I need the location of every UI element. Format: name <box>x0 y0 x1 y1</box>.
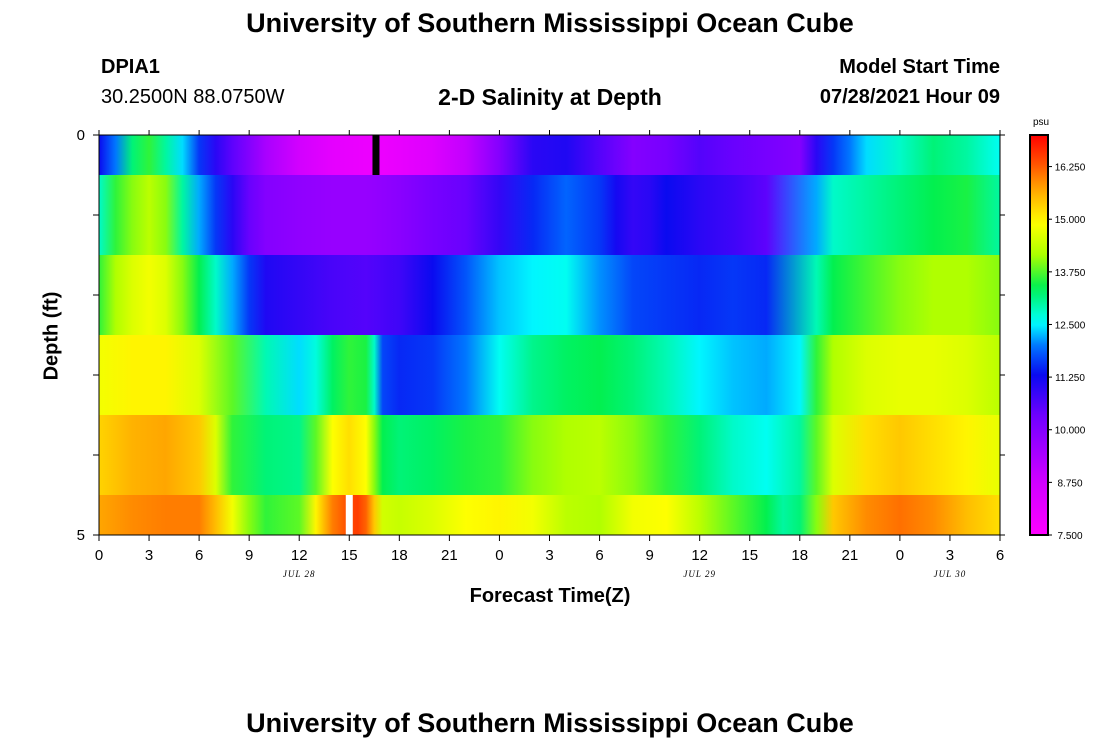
date-labels: JUL 28 JUL 29 JUL 30 <box>283 569 967 579</box>
colorbar-tick-label: 8.750 <box>1057 478 1082 489</box>
footer-title: University of Southern Mississippi Ocean… <box>246 708 854 738</box>
y-tick-label: 5 <box>77 527 85 544</box>
time-marker <box>345 495 353 535</box>
colorbar-tick-label: 12.500 <box>1055 320 1086 331</box>
x-axis-title: Forecast Time(Z) <box>469 585 631 607</box>
x-tick-label: 21 <box>441 547 458 564</box>
date-label: JUL 28 <box>283 569 316 579</box>
colorbar-tick-label: 16.250 <box>1055 163 1086 174</box>
x-tick-label: 18 <box>391 547 408 564</box>
date-label: JUL 30 <box>934 569 967 579</box>
station-id: DPIA1 <box>101 56 160 78</box>
colorbar-tick-label: 15.000 <box>1055 215 1086 226</box>
heatmap-layer <box>99 175 1000 255</box>
plot-title: 2-D Salinity at Depth <box>438 84 662 110</box>
colorbar-tick-label: 11.250 <box>1055 373 1085 384</box>
date-label: JUL 29 <box>683 569 716 579</box>
colorbar-scale <box>1029 134 1049 536</box>
x-tick-label: 0 <box>495 547 503 564</box>
heatmap-layers <box>99 135 1000 535</box>
x-tick-label: 9 <box>245 547 253 564</box>
colorbar-tick-label: 13.750 <box>1055 268 1086 279</box>
heatmap-layer <box>99 255 1000 335</box>
y-tick-label: 0 <box>77 127 85 144</box>
x-tick-label: 15 <box>741 547 758 564</box>
model-start-value: 07/28/2021 Hour 09 <box>819 86 1000 108</box>
x-tick-label: 12 <box>291 547 308 564</box>
x-tick-label: 9 <box>645 547 653 564</box>
station-coordinates: 30.2500N 88.0750W <box>101 86 285 108</box>
colorbar: 7.500 8.750 10.000 11.250 12.500 13.750 15.000… <box>1029 117 1086 542</box>
x-tick-label: 0 <box>95 547 103 564</box>
x-tick-label: 3 <box>145 547 153 564</box>
x-tick-label: 6 <box>595 547 603 564</box>
x-tick-label: 18 <box>791 547 808 564</box>
heatmap-layer <box>99 495 1000 535</box>
page-title: University of Southern Mississippi Ocean… <box>246 8 854 38</box>
colorbar-unit-label: psu <box>1033 117 1049 128</box>
y-axis-ticks: 05 <box>77 127 1005 544</box>
x-tick-label: 3 <box>545 547 553 564</box>
x-axis-ticks: 0 3 6 9 12 15 18 21 0 3 6 9 12 15 18 21 0 3 6 <box>95 130 1004 564</box>
heatmap-layer <box>99 135 1000 175</box>
x-tick-label: 6 <box>195 547 203 564</box>
x-tick-label: 12 <box>691 547 708 564</box>
x-tick-label: 21 <box>841 547 858 564</box>
model-start-label: Model Start Time <box>839 56 1000 78</box>
colorbar-tick-label: 10.000 <box>1055 426 1086 437</box>
heatmap-layer <box>99 415 1000 495</box>
colorbar-tick-label: 7.500 <box>1057 531 1082 542</box>
x-tick-label: 15 <box>341 547 358 564</box>
heatmap-markers <box>345 135 380 535</box>
x-tick-label: 6 <box>996 547 1004 564</box>
x-tick-label: 3 <box>946 547 954 564</box>
time-marker <box>372 135 380 175</box>
x-tick-label: 0 <box>896 547 904 564</box>
heatmap-layer <box>99 335 1000 415</box>
